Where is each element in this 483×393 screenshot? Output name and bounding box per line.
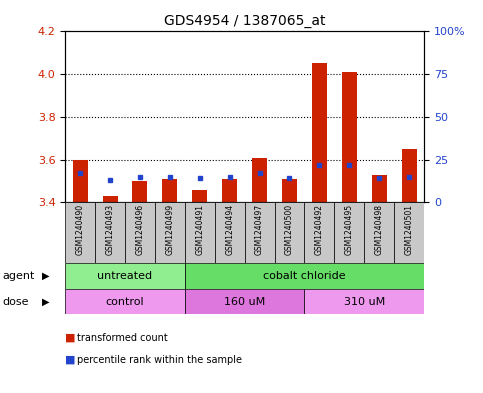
Text: GSM1240494: GSM1240494 <box>225 204 234 255</box>
Text: agent: agent <box>2 271 35 281</box>
Text: GSM1240501: GSM1240501 <box>405 204 413 255</box>
Text: GSM1240498: GSM1240498 <box>375 204 384 255</box>
Text: GSM1240499: GSM1240499 <box>165 204 174 255</box>
Bar <box>65 263 185 289</box>
Title: GDS4954 / 1387065_at: GDS4954 / 1387065_at <box>164 14 326 28</box>
Bar <box>192 189 207 202</box>
Bar <box>185 289 304 314</box>
Text: GSM1240492: GSM1240492 <box>315 204 324 255</box>
Bar <box>245 202 274 263</box>
Bar <box>274 202 304 263</box>
Bar <box>132 181 147 202</box>
Bar <box>72 160 87 202</box>
Bar <box>185 202 215 263</box>
Bar <box>282 179 297 202</box>
Bar <box>342 72 357 202</box>
Bar <box>304 202 334 263</box>
Bar <box>252 158 267 202</box>
Text: GSM1240490: GSM1240490 <box>76 204 85 255</box>
Text: GSM1240495: GSM1240495 <box>345 204 354 255</box>
Text: ▶: ▶ <box>42 271 50 281</box>
Text: ■: ■ <box>65 333 76 343</box>
Text: GSM1240496: GSM1240496 <box>135 204 144 255</box>
Bar <box>125 202 155 263</box>
Bar <box>65 289 185 314</box>
Bar <box>304 289 424 314</box>
Bar <box>215 202 245 263</box>
Text: dose: dose <box>2 297 29 307</box>
Text: transformed count: transformed count <box>77 333 168 343</box>
Text: GSM1240493: GSM1240493 <box>106 204 114 255</box>
Text: control: control <box>106 297 144 307</box>
Bar <box>185 263 424 289</box>
Text: percentile rank within the sample: percentile rank within the sample <box>77 354 242 365</box>
Text: ■: ■ <box>65 354 76 365</box>
Bar <box>222 179 237 202</box>
Text: untreated: untreated <box>98 271 153 281</box>
Text: cobalt chloride: cobalt chloride <box>263 271 346 281</box>
Text: GSM1240500: GSM1240500 <box>285 204 294 255</box>
Text: GSM1240497: GSM1240497 <box>255 204 264 255</box>
Text: 310 uM: 310 uM <box>343 297 385 307</box>
Text: GSM1240491: GSM1240491 <box>195 204 204 255</box>
Text: 160 uM: 160 uM <box>224 297 265 307</box>
Bar <box>65 202 95 263</box>
Bar <box>155 202 185 263</box>
Bar <box>334 202 364 263</box>
Bar <box>394 202 424 263</box>
Bar <box>95 202 125 263</box>
Bar <box>402 149 417 202</box>
Bar <box>364 202 394 263</box>
Bar <box>372 174 387 202</box>
Bar <box>312 64 327 202</box>
Bar <box>102 196 117 202</box>
Bar <box>162 179 177 202</box>
Text: ▶: ▶ <box>42 297 50 307</box>
